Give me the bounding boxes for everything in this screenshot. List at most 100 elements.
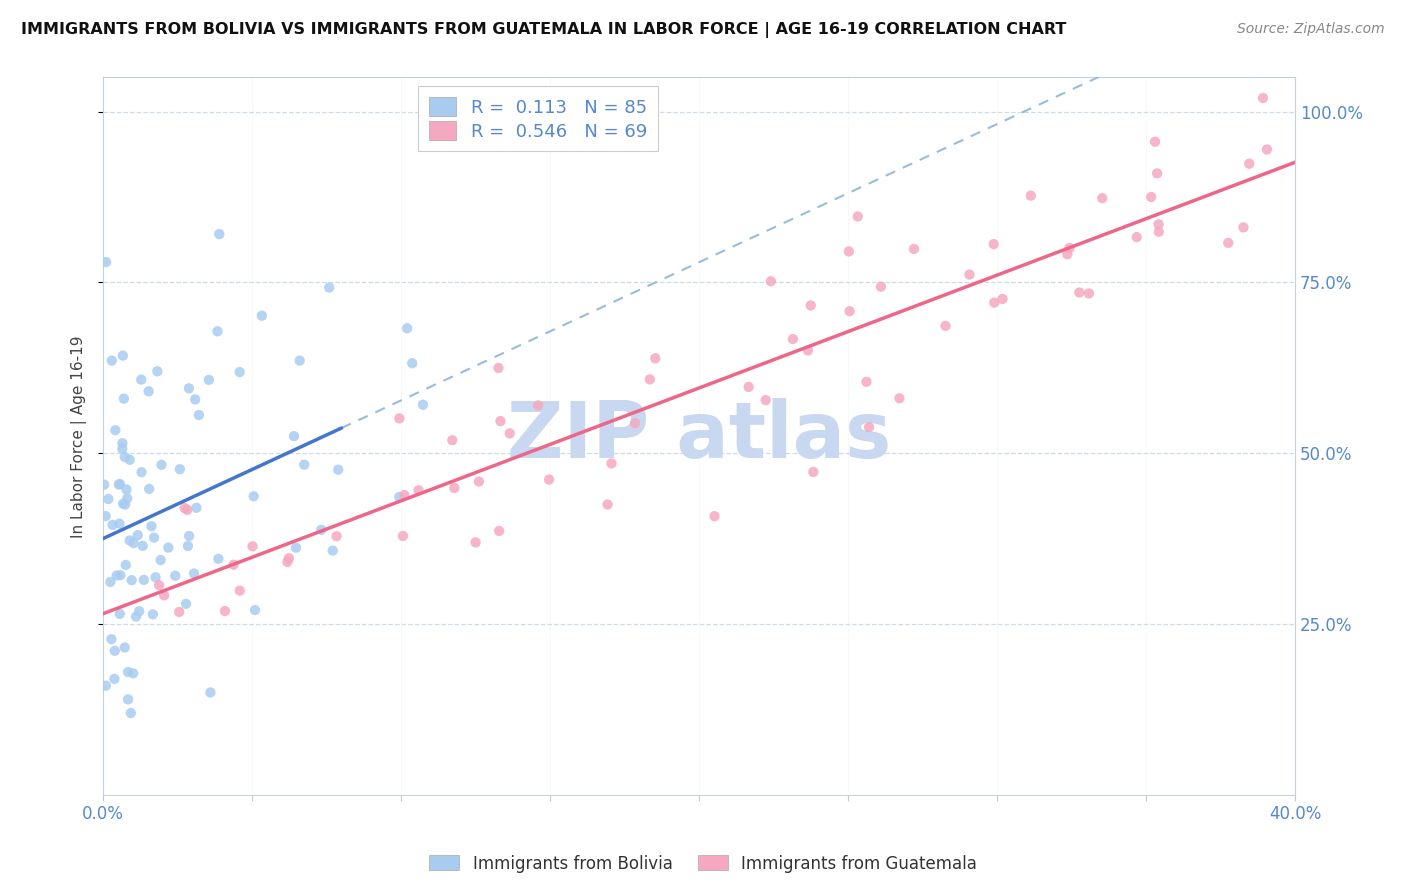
Point [488, 524, 510, 538]
Point [114, 640, 136, 655]
Point [200, 685, 222, 699]
Point [443, 481, 465, 495]
Point [1146, 166, 1168, 180]
Point [143, 531, 166, 545]
Point [782, 332, 804, 346]
Point [838, 244, 860, 259]
Point [129, 373, 152, 387]
Point [117, 491, 139, 506]
Point [401, 356, 423, 370]
Point [870, 279, 893, 293]
Point [169, 462, 191, 476]
Point [184, 392, 207, 407]
Point [132, 573, 155, 587]
Point [624, 417, 647, 431]
Point [1140, 190, 1163, 204]
Point [408, 483, 430, 498]
Point [388, 490, 411, 504]
Point [277, 551, 299, 566]
Point [187, 408, 209, 422]
Point [108, 607, 131, 621]
Point [115, 483, 138, 497]
Point [214, 604, 236, 618]
Point [441, 434, 464, 448]
Point [114, 450, 136, 464]
Point [800, 298, 823, 312]
Point [183, 566, 205, 581]
Point [148, 578, 170, 592]
Point [392, 529, 415, 543]
Point [101, 518, 124, 533]
Point [207, 324, 229, 338]
Point [1069, 285, 1091, 300]
Point [118, 452, 141, 467]
Point [145, 570, 167, 584]
Point [111, 349, 134, 363]
Point [104, 423, 127, 437]
Point [1147, 225, 1170, 239]
Point [838, 304, 860, 318]
Point [288, 353, 311, 368]
Point [388, 411, 411, 425]
Point [127, 528, 149, 542]
Point [100, 632, 122, 647]
Point [801, 465, 824, 479]
Point [464, 535, 486, 549]
Point [138, 384, 160, 399]
Point [101, 353, 124, 368]
Point [846, 210, 869, 224]
Point [412, 398, 434, 412]
Point [1239, 157, 1261, 171]
Point [173, 501, 195, 516]
Point [1077, 286, 1099, 301]
Point [131, 465, 153, 479]
Point [111, 436, 134, 450]
Point [122, 536, 145, 550]
Point [285, 541, 308, 555]
Text: Source: ZipAtlas.com: Source: ZipAtlas.com [1237, 22, 1385, 37]
Point [177, 539, 200, 553]
Point [596, 498, 619, 512]
Point [903, 242, 925, 256]
Point [111, 442, 134, 456]
Point [108, 516, 131, 531]
Point [703, 509, 725, 524]
Point [311, 523, 333, 537]
Point [93, 477, 115, 491]
Point [146, 364, 169, 378]
Point [138, 482, 160, 496]
Point [141, 519, 163, 533]
Point [1059, 241, 1081, 255]
Point [489, 414, 512, 428]
Point [229, 583, 252, 598]
Y-axis label: In Labor Force | Age 16-19: In Labor Force | Age 16-19 [72, 335, 87, 538]
Point [755, 393, 778, 408]
Point [1218, 235, 1240, 250]
Point [991, 292, 1014, 306]
Point [957, 268, 980, 282]
Point [328, 463, 350, 477]
Point [600, 457, 623, 471]
Point [122, 666, 145, 681]
Point [983, 295, 1005, 310]
Point [1125, 230, 1147, 244]
Point [207, 551, 229, 566]
Point [150, 458, 173, 472]
Point [797, 343, 820, 358]
Point [638, 372, 661, 386]
Point [121, 573, 143, 587]
Point [934, 318, 956, 333]
Point [108, 477, 131, 491]
Point [128, 604, 150, 618]
Point [112, 392, 135, 406]
Point [322, 543, 344, 558]
Point [858, 420, 880, 434]
Text: IMMIGRANTS FROM BOLIVIA VS IMMIGRANTS FROM GUATEMALA IN LABOR FORCE | AGE 16-19 : IMMIGRANTS FROM BOLIVIA VS IMMIGRANTS FR… [21, 22, 1067, 38]
Point [112, 497, 135, 511]
Point [242, 489, 264, 503]
Point [94, 679, 117, 693]
Point [157, 541, 180, 555]
Point [222, 558, 245, 572]
Point [198, 373, 221, 387]
Point [538, 473, 561, 487]
